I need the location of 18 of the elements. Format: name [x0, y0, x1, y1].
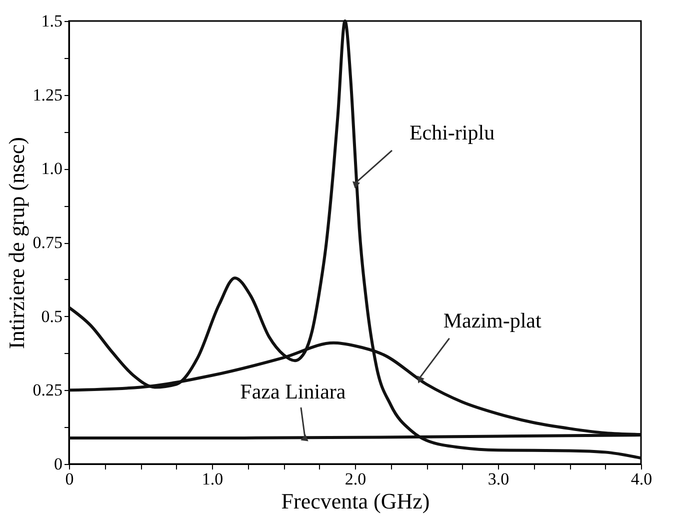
x-tick-label: 4.0 — [630, 470, 652, 488]
y-tick-label: 1.25 — [32, 85, 62, 104]
x-tick-label: 2.0 — [344, 470, 366, 488]
x-tick-label: 0 — [65, 470, 74, 488]
y-tick-label: 1.5 — [41, 12, 62, 30]
line-series — [68, 20, 642, 460]
y-tick-label: 0.75 — [32, 233, 62, 252]
y-tick-label: 0.5 — [41, 306, 62, 326]
x-tick-label: 1.0 — [202, 470, 224, 488]
x-axis-title: Frecventa (GHz) — [281, 488, 430, 514]
annotation: Echi-riplu — [409, 120, 496, 144]
annotation: Mazim-plat — [443, 308, 542, 332]
annotation: Faza Liniara — [240, 379, 346, 404]
y-tick-label: 0.25 — [32, 380, 62, 400]
y-tick-label: 1.0 — [41, 159, 62, 178]
y-axis-title: Intirziere de grup (nsec) — [4, 137, 29, 349]
x-tick-label: 3.0 — [488, 470, 510, 488]
y-tick-label: 0 — [54, 454, 62, 474]
